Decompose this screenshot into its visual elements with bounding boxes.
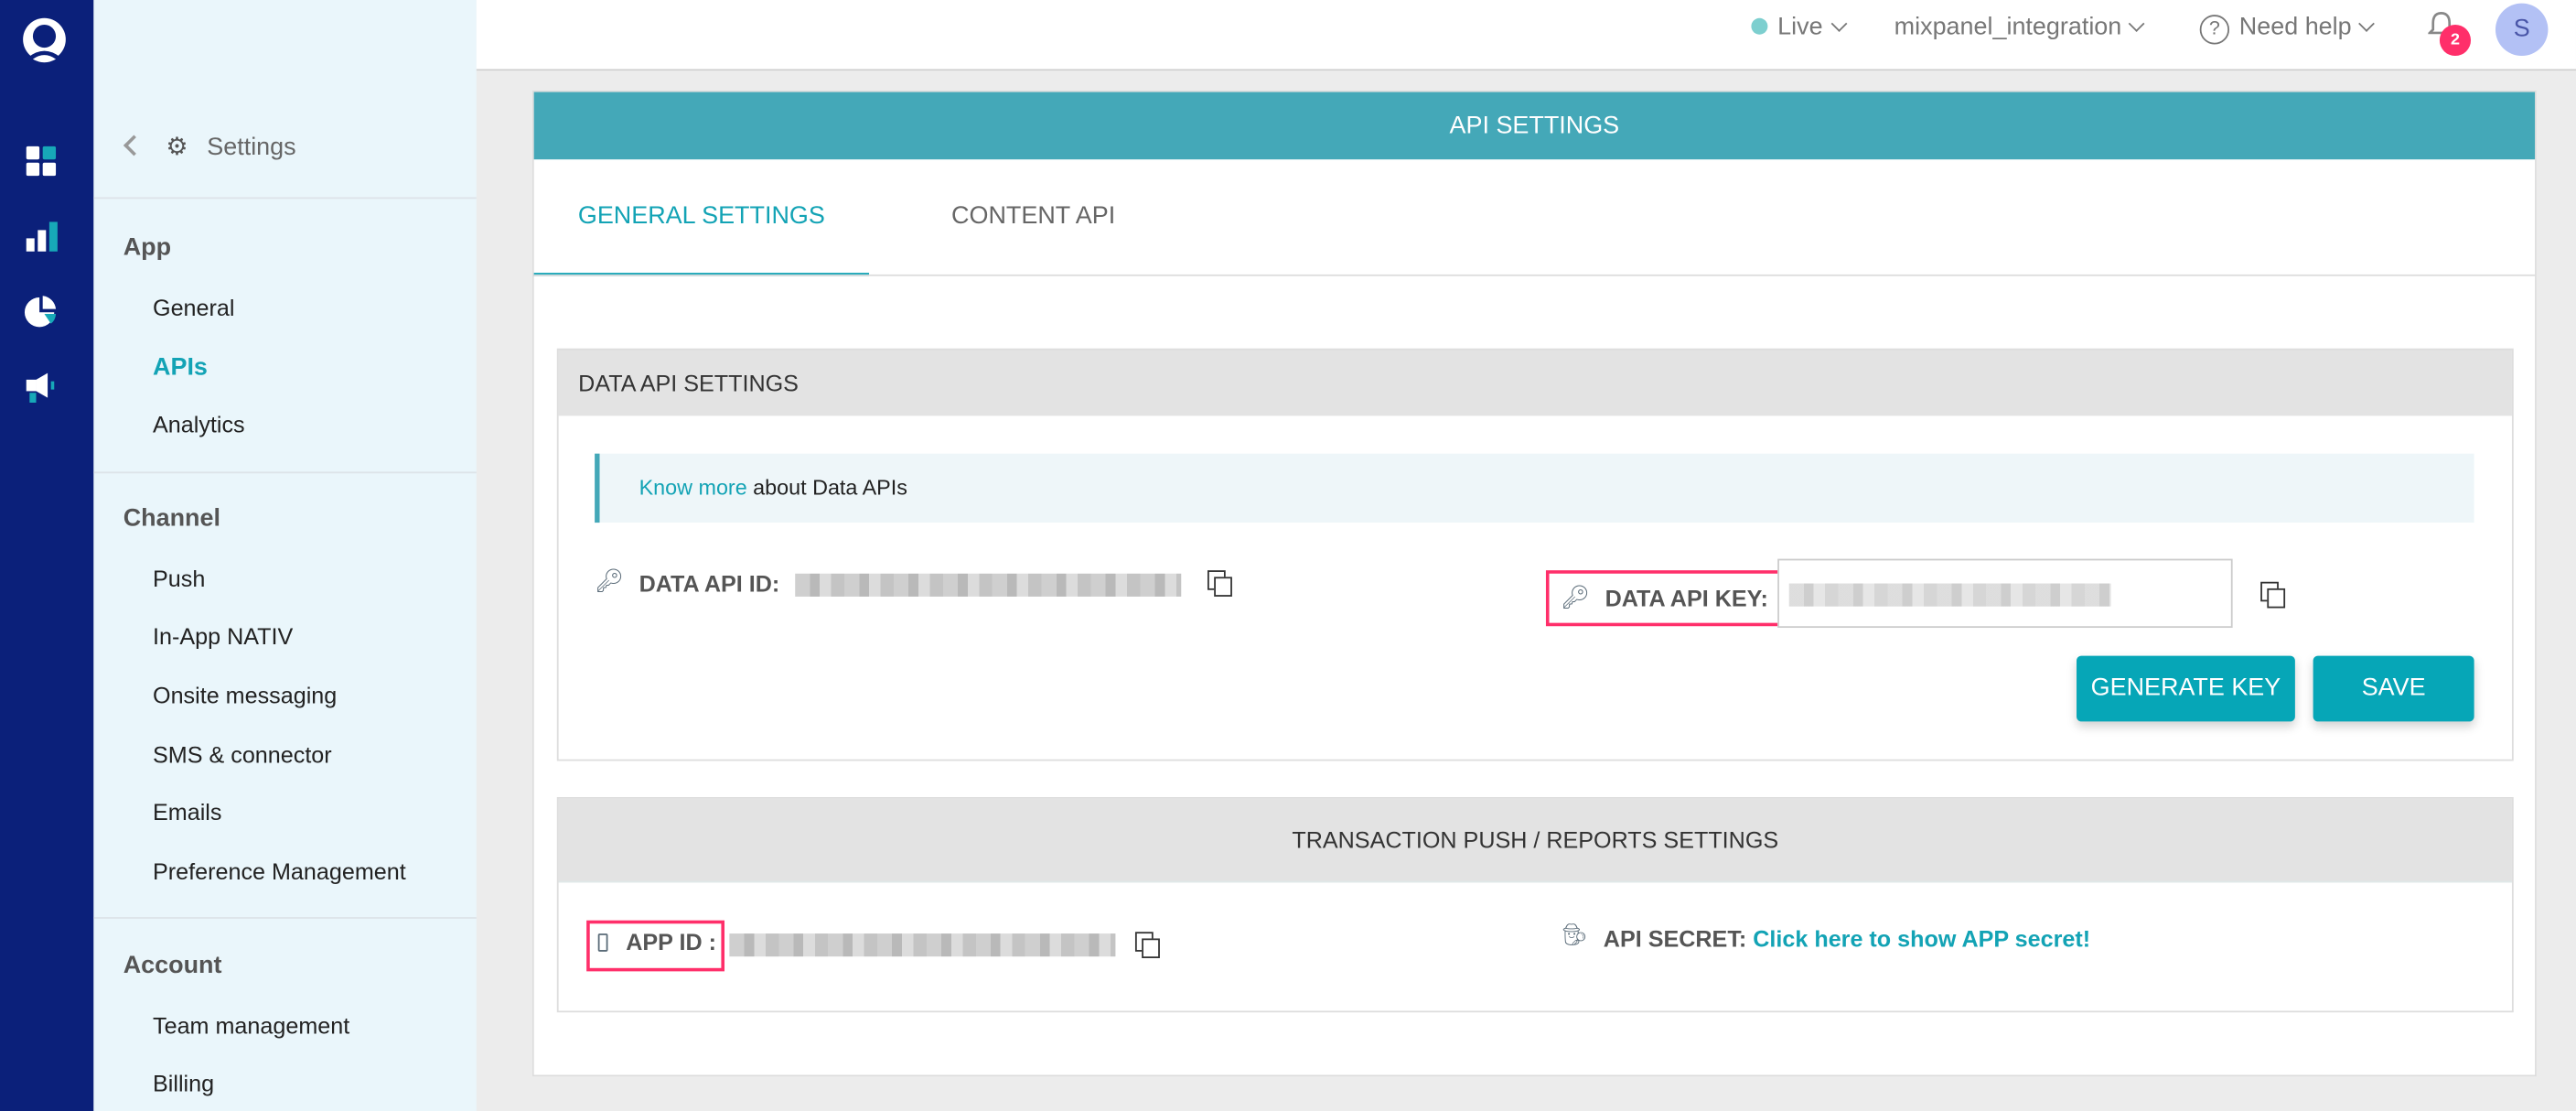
app-selector-dropdown[interactable]: mixpanel_integration: [1894, 13, 2146, 41]
sidebar-item-in-app[interactable]: In-App NATIV: [153, 622, 294, 650]
data-api-key-input[interactable]: [1777, 558, 2233, 629]
api-secret-label-text: API SECRET:: [1603, 925, 1747, 952]
back-chevron-icon[interactable]: [123, 135, 145, 156]
secret-agent-icon: 🕵︎: [1561, 922, 1588, 947]
data-api-key-value-redacted: [1788, 583, 2111, 607]
dashboard-icon[interactable]: [23, 143, 59, 179]
app-name: mixpanel_integration: [1894, 13, 2122, 41]
help-label: Need help: [2238, 13, 2352, 41]
highlight-box: [586, 920, 724, 972]
know-more-link[interactable]: Know more: [639, 475, 747, 500]
sidebar-item-billing[interactable]: Billing: [153, 1070, 215, 1096]
divider: [93, 917, 477, 919]
data-api-id-value-redacted: [795, 573, 1182, 597]
key-icon: 🔑︎: [1561, 583, 1591, 610]
chevron-down-icon: [2129, 16, 2146, 32]
sidebar-item-analytics[interactable]: Analytics: [153, 410, 245, 437]
show-app-secret-link[interactable]: Click here to show APP secret!: [1753, 925, 2091, 952]
copy-icon[interactable]: [2260, 581, 2286, 609]
logo-icon[interactable]: [20, 16, 70, 66]
sidebar-item-sms[interactable]: SMS & connector: [153, 740, 332, 768]
live-status-dot: [1751, 17, 1768, 35]
data-api-key-label: DATA API KEY:: [1605, 585, 1768, 612]
data-api-section: DATA API SETTINGS Know more about Data A…: [556, 348, 2514, 761]
section-title: TRANSACTION PUSH / REPORTS SETTINGS: [558, 798, 2512, 883]
sidebar-item-team[interactable]: Team management: [153, 1012, 350, 1040]
gear-icon: ⚙: [166, 133, 188, 161]
environment-label: Live: [1777, 13, 1823, 41]
settings-sidebar: ⚙ Settings App General APIs Analytics Ch…: [93, 0, 477, 1111]
data-api-id-label: DATA API ID:: [639, 570, 780, 597]
campaigns-megaphone-icon[interactable]: [23, 370, 59, 406]
api-settings-card: API SETTINGS GENERAL SETTINGS CONTENT AP…: [531, 90, 2537, 1077]
info-banner: Know more about Data APIs: [595, 453, 2474, 523]
left-rail: [0, 0, 94, 1111]
card-title: API SETTINGS: [533, 92, 2536, 160]
copy-icon[interactable]: [1207, 570, 1232, 597]
notification-badge: 2: [2439, 24, 2472, 57]
chevron-down-icon: [2358, 16, 2376, 32]
sidebar-item-general[interactable]: General: [153, 294, 235, 321]
copy-icon[interactable]: [1134, 932, 1160, 959]
help-dropdown[interactable]: ? Need help: [2199, 13, 2376, 45]
api-secret-label: API SECRET: Click here to show APP secre…: [1604, 925, 2090, 952]
sidebar-group-app: App: [123, 233, 172, 262]
sidebar-item-preference[interactable]: Preference Management: [153, 858, 406, 885]
info-text: about Data APIs: [746, 475, 907, 500]
top-bar: Live mixpanel_integration ? Need help 2 S: [476, 0, 2576, 71]
tab-content-api[interactable]: CONTENT API: [951, 201, 1116, 231]
mobile-icon: [597, 933, 608, 952]
sidebar-header: ⚙ Settings: [93, 0, 477, 200]
sidebar-item-onsite[interactable]: Onsite messaging: [153, 682, 338, 709]
notifications-button[interactable]: 2: [2426, 10, 2472, 57]
sidebar-item-apis[interactable]: APIs: [153, 353, 208, 382]
key-icon: 🔑︎: [595, 566, 625, 594]
sidebar-title: Settings: [207, 133, 296, 161]
app-id-label: APP ID :: [626, 928, 716, 955]
section-title: DATA API SETTINGS: [558, 350, 2512, 416]
divider: [93, 471, 477, 474]
help-icon: ?: [2199, 15, 2230, 45]
avatar[interactable]: S: [2495, 3, 2549, 57]
chevron-down-icon: [1830, 16, 1847, 32]
divider: [533, 274, 2536, 276]
app-id-value-redacted: [729, 933, 1116, 957]
analytics-icon[interactable]: [23, 219, 59, 255]
transaction-section: TRANSACTION PUSH / REPORTS SETTINGS APP …: [556, 797, 2514, 1013]
environment-dropdown[interactable]: Live: [1751, 13, 1847, 41]
tab-general-settings[interactable]: GENERAL SETTINGS: [533, 159, 870, 276]
sidebar-group-account: Account: [123, 951, 222, 980]
segments-pie-icon[interactable]: [23, 293, 59, 329]
save-button[interactable]: SAVE: [2313, 655, 2474, 722]
sidebar-group-channel: Channel: [123, 504, 220, 533]
sidebar-item-emails[interactable]: Emails: [153, 798, 222, 825]
sidebar-item-push[interactable]: Push: [153, 565, 206, 592]
generate-key-button[interactable]: GENERATE KEY: [2077, 655, 2295, 722]
